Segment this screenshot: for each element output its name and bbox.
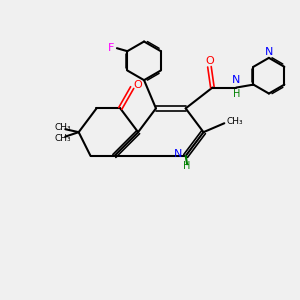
Text: CH₃: CH₃ xyxy=(54,134,70,142)
Text: H: H xyxy=(232,88,240,98)
Text: O: O xyxy=(205,56,214,66)
Text: F: F xyxy=(108,43,114,53)
Text: N: N xyxy=(174,149,182,160)
Text: N: N xyxy=(232,75,240,85)
Text: N: N xyxy=(265,47,273,57)
Text: H: H xyxy=(184,161,191,171)
Text: O: O xyxy=(134,80,142,90)
Text: CH₃: CH₃ xyxy=(54,123,70,132)
Text: CH₃: CH₃ xyxy=(226,117,243,126)
